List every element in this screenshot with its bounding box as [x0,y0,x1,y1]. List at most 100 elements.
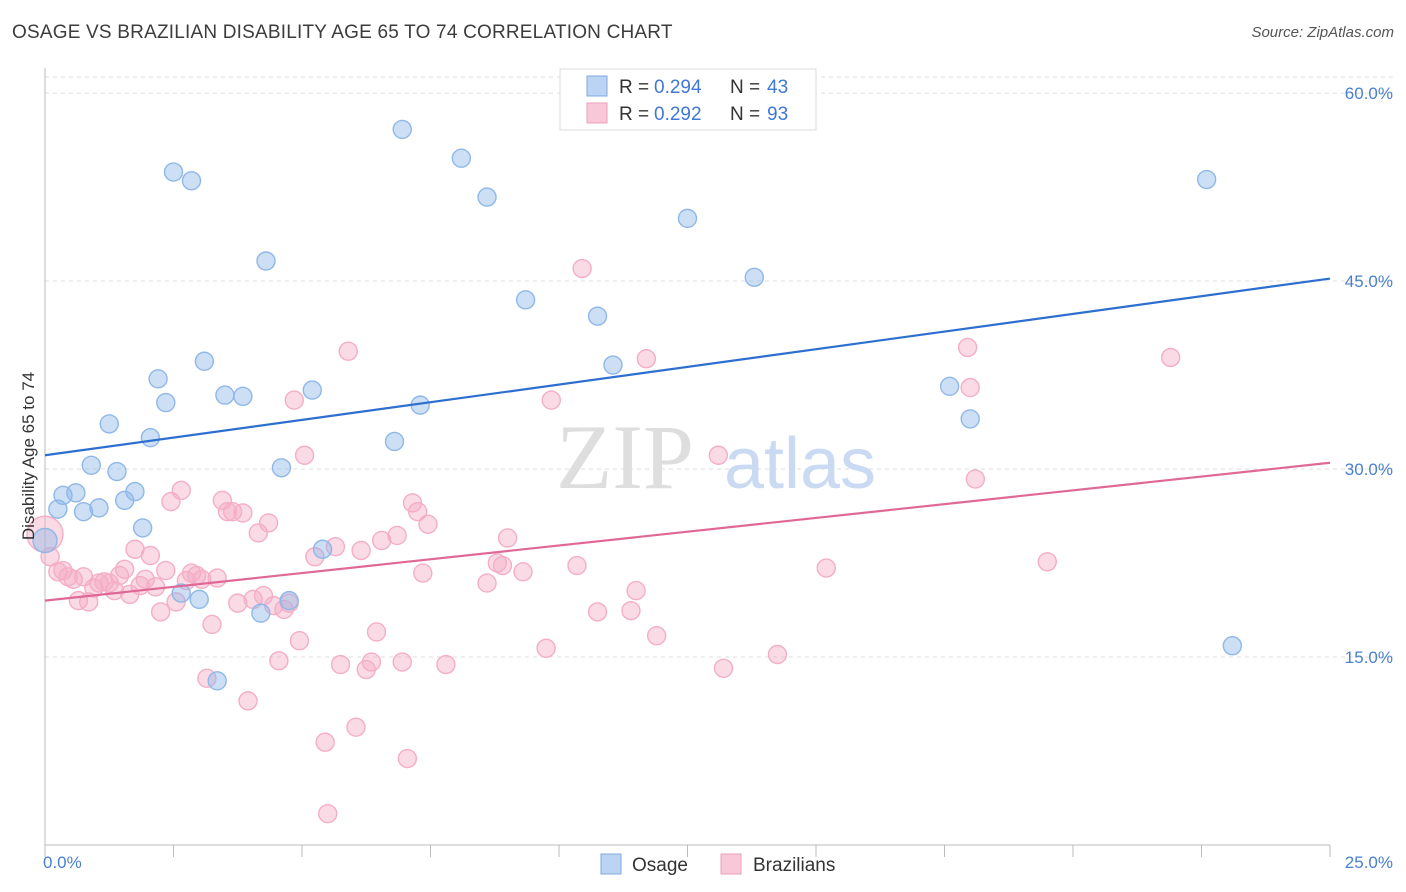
osage-point [32,527,58,554]
legend-r-label-brazilians: R = [619,104,649,125]
watermark-atlas: atlas [724,424,876,504]
x-tick-label-min: 0.0% [43,853,82,872]
brazilians-point [536,638,556,658]
brazilians-point [621,600,641,621]
brazilians-point [361,652,382,672]
brazilians-point [228,593,248,613]
osage-trend-line [44,277,1331,457]
y-axis-label: Disability Age 65 to 74 [19,372,38,540]
osage-point [163,162,184,182]
osage-point [677,208,698,229]
osage-point [302,380,322,400]
osage-point [107,461,127,482]
osage-point [603,355,623,375]
osage-point [1196,169,1217,190]
brazilians-point [346,717,366,737]
trend-lines [44,277,1331,602]
y-tick-label-45: 45.0% [1345,272,1393,291]
osage-point [251,603,271,623]
osage-point [215,385,235,405]
y-tick-label-30: 30.0% [1345,460,1393,479]
brazilians-point [407,501,428,522]
gridlines [45,76,1393,658]
legend-n-label-brazilians: N = [730,104,760,125]
brazilians-point [104,580,125,601]
osage-point [279,590,299,611]
brazilians-point [767,644,788,665]
brazilians-point [318,803,338,824]
brazilians-point [171,480,191,501]
brazilians-point [387,525,407,546]
brazilians-point [238,691,258,711]
osage-point [189,589,209,610]
legend-swatch-osage [586,75,608,97]
brazilians-point [181,563,202,583]
x-ticks [44,845,1331,857]
brazilians-point [338,341,358,361]
brazilians-point [58,567,78,587]
osage-point [81,455,101,475]
y-tick-label-15: 15.0% [1345,648,1393,667]
osage-point [392,119,412,140]
brazilians-point [965,469,986,489]
brazilians-trend-line [44,461,1331,602]
osage-point [515,290,536,310]
osage-point [587,306,608,326]
x-tick-label-max: 25.0% [1345,853,1393,872]
brazilians-point [816,558,836,578]
osage-point [171,583,191,603]
brazilians-point [418,514,438,534]
brazilians-point [351,540,371,561]
brazilians-point [109,565,130,586]
osage-point [744,267,765,287]
brazilians-point [135,569,155,590]
bottom-legend-label-osage: Osage [632,855,688,876]
brazilians-point [713,658,734,678]
brazilians-point [366,622,387,642]
brazilians-points [26,258,1181,824]
legend-r-label-osage: R = [619,77,649,98]
osage-point [312,539,333,559]
brazilians-point [708,445,729,465]
watermark-zip: ZIP [556,406,694,508]
brazilians-point [436,654,456,675]
chart-title: OSAGE VS BRAZILIAN DISABILITY AGE 65 TO … [12,22,673,43]
brazilians-point [572,258,592,279]
brazilians-point [233,503,253,523]
brazilians-point [1160,347,1181,368]
bottom-legend: Osage Brazilians [600,853,835,876]
brazilians-point [217,501,238,522]
y-tick-labels: 15.0% 30.0% 45.0% 60.0% [1345,84,1393,667]
brazilians-point [330,654,351,675]
brazilians-point [222,501,243,522]
brazilians-point [145,577,166,597]
brazilians-point [477,573,497,593]
legend-n-label-osage: N = [730,77,760,98]
osage-point [99,414,119,434]
brazilians-point [513,562,533,582]
osage-point [233,386,253,407]
osage-points [32,119,1243,691]
brazilians-point [587,602,608,622]
legend-n-value-brazilians: 93 [767,104,788,125]
osage-point [125,481,145,502]
brazilians-point [294,445,315,465]
source-label: Source: ZipAtlas.com [1251,24,1394,41]
top-legend: R = 0.294 N = 43 R = 0.292 N = 93 [559,68,817,131]
brazilians-point [202,614,222,635]
brazilians-point [371,530,392,551]
brazilians-point [305,547,325,567]
brazilians-point [289,631,310,651]
bottom-legend-label-brazilians: Brazilians [753,855,835,876]
osage-point [73,501,94,522]
brazilians-point [150,602,171,622]
brazilians-point [392,652,412,672]
osage-point [256,251,276,271]
watermark: ZIP atlas [556,406,876,508]
brazilians-point [487,553,508,573]
brazilians-point [114,559,135,579]
legend-n-value-osage: 43 [767,77,788,98]
brazilians-point [636,349,657,369]
osage-point [148,369,168,389]
